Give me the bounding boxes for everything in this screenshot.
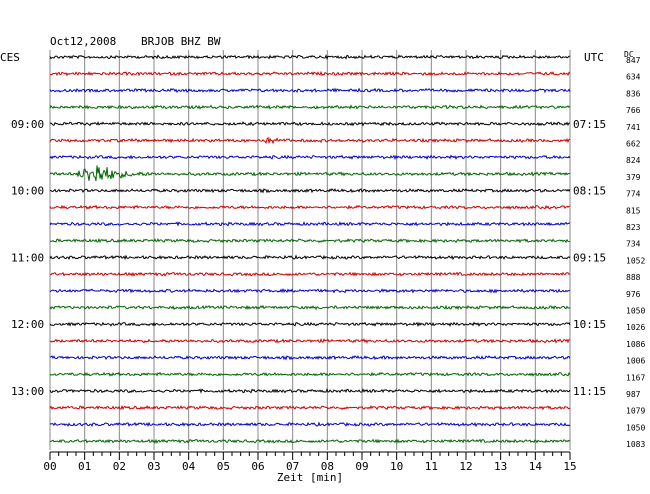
dc-value: 634 xyxy=(626,73,641,82)
left-time-label: 12:00 xyxy=(11,318,44,331)
dc-value: 1052 xyxy=(626,256,645,265)
x-tick-label: 04 xyxy=(182,460,196,473)
trace-20 xyxy=(49,388,571,394)
trace-8 xyxy=(49,188,571,194)
trace-18 xyxy=(49,355,571,361)
dc-value: 774 xyxy=(626,190,641,199)
right-time-label: 11:15 xyxy=(573,385,606,398)
x-tick-label: 08 xyxy=(321,460,334,473)
dc-value: 1050 xyxy=(626,307,645,316)
left-time-label: 13:00 xyxy=(11,385,44,398)
trace-3 xyxy=(49,104,571,110)
x-tick-label: 10 xyxy=(390,460,403,473)
trace-16 xyxy=(49,321,571,328)
left-time-label: 10:00 xyxy=(11,185,44,198)
x-axis-label: Zeit [min] xyxy=(277,471,343,484)
dc-value: 741 xyxy=(626,123,641,132)
trace-13 xyxy=(49,271,571,277)
dc-value: 815 xyxy=(626,206,641,215)
trace-9 xyxy=(49,204,571,210)
station-label: BRJOB BHZ BW xyxy=(141,35,221,48)
dc-value: 1079 xyxy=(626,407,645,416)
x-tick-label: 09 xyxy=(355,460,368,473)
dc-value: 1083 xyxy=(626,440,645,449)
dc-value: 836 xyxy=(626,89,641,98)
dc-value: 824 xyxy=(626,156,641,165)
x-tick-label: 12 xyxy=(459,460,472,473)
dc-value: 1050 xyxy=(626,423,645,432)
x-tick-label: 13 xyxy=(494,460,507,473)
trace-12 xyxy=(49,254,571,261)
x-tick-label: 03 xyxy=(147,460,160,473)
left-time-label: 11:00 xyxy=(11,251,44,264)
dc-value: 766 xyxy=(626,106,641,115)
x-axis: 00 01 02 03 04 05 06 07 08 09 10 11 12 13 14 15 xyxy=(43,451,577,473)
dc-value: 1167 xyxy=(626,373,645,382)
x-tick-label: 06 xyxy=(251,460,264,473)
dc-value: 734 xyxy=(626,240,641,249)
right-time-label: 10:15 xyxy=(573,318,606,331)
trace-group xyxy=(49,54,571,444)
dc-value: 1006 xyxy=(626,357,645,366)
trace-2 xyxy=(49,87,571,94)
trace-11 xyxy=(49,237,571,244)
right-time-label: 07:15 xyxy=(573,118,606,131)
trace-23 xyxy=(49,438,571,444)
trace-5 xyxy=(49,136,571,145)
trace-1 xyxy=(49,70,571,77)
trace-21 xyxy=(49,404,571,411)
right-zone-label: UTC xyxy=(584,51,604,64)
dc-value: 847 xyxy=(626,56,641,65)
x-tick-label: 15 xyxy=(563,460,576,473)
dc-value: 823 xyxy=(626,223,641,232)
label-group: 09:00 10:00 11:00 12:00 13:00 07:15 08:15 09:15… xyxy=(11,56,645,449)
x-tick-label: 14 xyxy=(529,460,543,473)
right-time-label: 09:15 xyxy=(573,251,606,264)
left-zone-label: CES xyxy=(0,51,20,64)
dc-header-label: DC xyxy=(624,50,634,59)
dc-value: 1086 xyxy=(626,340,645,349)
grid-lines xyxy=(49,50,571,450)
trace-14 xyxy=(49,287,571,294)
trace-7 xyxy=(49,165,571,182)
trace-10 xyxy=(49,221,571,227)
dc-value: 662 xyxy=(626,140,641,149)
trace-4 xyxy=(49,121,571,127)
x-tick-label: 05 xyxy=(217,460,230,473)
trace-22 xyxy=(49,421,571,428)
dc-value: 888 xyxy=(626,273,641,282)
x-tick-label: 01 xyxy=(78,460,91,473)
right-time-label: 08:15 xyxy=(573,185,606,198)
dc-value: 379 xyxy=(626,173,641,182)
dc-value: 976 xyxy=(626,290,641,299)
trace-19 xyxy=(49,371,571,377)
date-label: Oct12,2008 xyxy=(50,35,116,48)
trace-17 xyxy=(49,338,571,344)
dc-value: 987 xyxy=(626,390,641,399)
x-tick-label: 00 xyxy=(43,460,56,473)
trace-6 xyxy=(49,154,571,161)
x-tick-label: 11 xyxy=(425,460,438,473)
x-tick-label: 02 xyxy=(113,460,126,473)
trace-0 xyxy=(49,54,571,60)
dc-value: 1026 xyxy=(626,323,645,332)
x-tick-label: 07 xyxy=(286,460,299,473)
trace-15 xyxy=(49,304,571,311)
left-time-label: 09:00 xyxy=(11,118,44,131)
